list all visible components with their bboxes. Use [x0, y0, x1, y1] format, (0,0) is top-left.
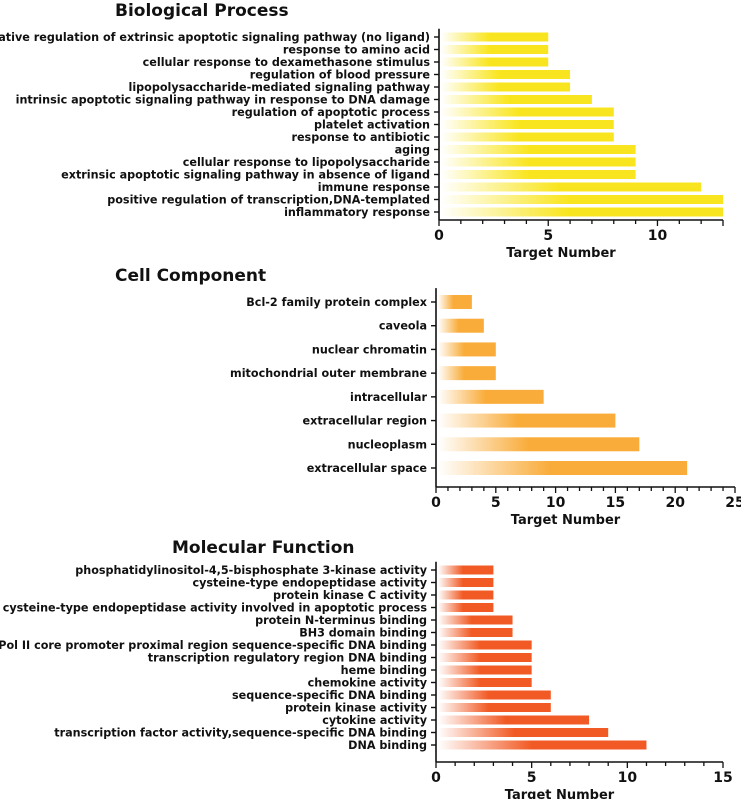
- bar: [438, 690, 551, 700]
- category-label: regulation of apoptotic process: [232, 106, 431, 119]
- x-tick-label: 5: [543, 228, 553, 244]
- category-label: transcription regulatory region DNA bind…: [148, 652, 427, 665]
- x-tick-label: 0: [434, 228, 444, 244]
- category-label: intrinsic apoptotic signaling pathway in…: [16, 94, 431, 107]
- x-tick-label: 25: [725, 495, 741, 511]
- x-axis-label: Target Number: [511, 513, 621, 528]
- bar: [441, 132, 614, 142]
- bar: [438, 342, 496, 357]
- category-label: protein N-terminus binding: [255, 614, 427, 627]
- x-tick-label: 5: [491, 495, 501, 511]
- category-label: protein kinase C activity: [273, 589, 428, 602]
- x-tick-label: 5: [527, 770, 537, 786]
- bar: [441, 120, 614, 129]
- bar: [438, 640, 532, 650]
- category-label: extracellular region: [303, 415, 428, 428]
- bar: [441, 45, 549, 54]
- chart-title: Cell Component: [115, 266, 266, 286]
- category-label: BH3 domain binding: [299, 627, 427, 640]
- category-label: sequence-specific DNA binding: [232, 689, 427, 702]
- category-label: intracellular: [350, 391, 427, 404]
- x-axis-label: Target Number: [506, 246, 616, 261]
- x-tick-label: 15: [606, 495, 625, 511]
- category-label: inflammatory response: [284, 206, 430, 219]
- category-label: transcription factor activity,sequence-s…: [54, 727, 427, 740]
- category-label: Pol II core promoter proximal region seq…: [0, 639, 427, 652]
- category-label: cysteine-type endopeptidase activity inv…: [3, 602, 428, 615]
- bar: [438, 728, 609, 737]
- bar: [438, 703, 551, 712]
- x-tick-label: 20: [665, 495, 685, 511]
- category-label: cysteine-type endopeptidase activity: [192, 577, 427, 590]
- category-label: response to antibiotic: [291, 131, 430, 144]
- bar: [441, 107, 614, 117]
- bar: [438, 665, 532, 675]
- bar: [441, 207, 723, 217]
- bar: [438, 590, 494, 600]
- chart-title: Molecular Function: [172, 538, 355, 558]
- bar: [441, 170, 636, 179]
- bar: [438, 740, 647, 750]
- category-label: DNA binding: [348, 739, 427, 752]
- bar: [438, 366, 496, 381]
- category-label: cytokine activity: [322, 714, 428, 727]
- x-tick-label: 10: [648, 228, 668, 244]
- category-label: phosphatidylinositol-4,5-bisphosphate 3-…: [75, 564, 427, 577]
- bar: [441, 57, 549, 67]
- category-label: cellular response to lipopolysaccharide: [183, 156, 431, 169]
- x-tick-label: 0: [431, 495, 441, 511]
- x-axis-label: Target Number: [505, 788, 615, 799]
- category-label: protein kinase activity: [285, 702, 428, 715]
- x-tick-label: 15: [713, 770, 732, 786]
- category-label: aging: [395, 144, 430, 157]
- category-label: nucleoplasm: [348, 438, 427, 451]
- bar: [438, 628, 513, 637]
- category-label: cellular response to dexamethasone stimu…: [143, 56, 431, 69]
- bar: [441, 145, 636, 154]
- bar: [438, 565, 494, 575]
- bar: [441, 95, 592, 104]
- x-tick-label: 10: [618, 770, 638, 786]
- bar: [438, 653, 532, 662]
- x-tick-label: 0: [431, 770, 441, 786]
- category-label: positive regulation of transcription,DNA…: [107, 194, 430, 207]
- bar: [441, 32, 549, 42]
- category-label: nuclear chromatin: [312, 343, 427, 356]
- bar: [438, 413, 616, 428]
- category-label: mitochondrial outer membrane: [230, 367, 427, 380]
- bar: [438, 578, 494, 587]
- x-tick-label: 10: [546, 495, 566, 511]
- panel-cell-component: Cell Component Bcl-2 family protein compl…: [115, 266, 741, 528]
- category-label: response to amino acid: [283, 44, 430, 57]
- category-label: negative regulation of extrinsic apoptot…: [0, 31, 430, 44]
- category-label: chemokine activity: [308, 677, 428, 690]
- panel-biological-process: Biological Process negative regulation of…: [0, 1, 724, 261]
- category-label: lipopolysaccharide-mediated signaling pa…: [129, 81, 431, 94]
- bar: [438, 715, 590, 725]
- bar: [438, 678, 532, 687]
- category-label: immune response: [318, 181, 431, 194]
- category-label: caveola: [379, 320, 427, 333]
- bar: [441, 157, 636, 167]
- category-label: platelet activation: [314, 119, 430, 132]
- category-label: extracellular space: [307, 462, 428, 475]
- bar: [438, 603, 494, 612]
- bar: [438, 318, 484, 333]
- category-label: extrinsic apoptotic signaling pathway in…: [61, 169, 430, 182]
- chart-title: Biological Process: [115, 1, 289, 21]
- bar: [441, 70, 571, 79]
- bar: [441, 82, 571, 92]
- panel-molecular-function: Molecular Function phosphatidylinositol-4…: [0, 538, 733, 799]
- category-label: regulation of blood pressure: [250, 69, 431, 82]
- bar: [438, 461, 688, 475]
- bar: [438, 437, 640, 452]
- bar: [438, 295, 472, 309]
- bar: [438, 389, 544, 404]
- category-label: heme binding: [341, 664, 427, 677]
- category-label: Bcl-2 family protein complex: [246, 296, 427, 309]
- bar: [441, 182, 702, 192]
- bar: [441, 195, 723, 204]
- bar: [438, 615, 513, 625]
